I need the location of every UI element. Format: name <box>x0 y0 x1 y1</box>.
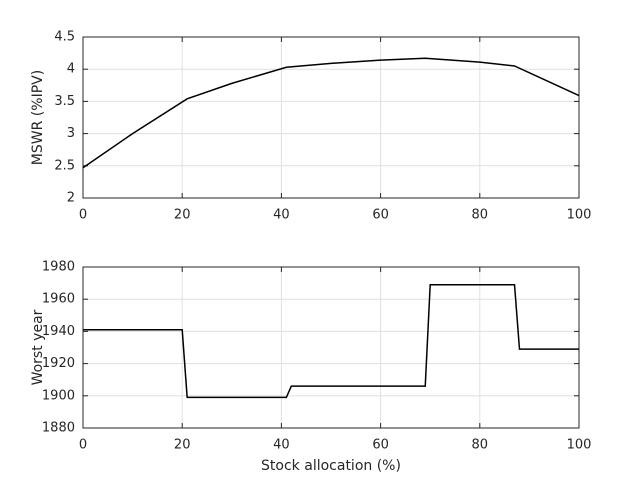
data-line <box>83 283 579 399</box>
x-tick-label: 100 <box>567 438 592 453</box>
x-tick-label: 60 <box>372 208 389 223</box>
x-tick-label: 0 <box>79 438 87 453</box>
plot-frame <box>82 36 580 199</box>
x-tick-label: 40 <box>273 438 290 453</box>
panel: 0 20 40 60 80 100 2 2.5 3 3.5 4 4.5 MSWR (%IPV) <box>30 30 591 223</box>
y-tick-label: 1960 <box>42 292 75 307</box>
y-tick-label: 1880 <box>42 421 75 436</box>
y-tick-label: 1980 <box>42 260 75 275</box>
x-tick-label: 100 <box>567 208 592 223</box>
x-tick-label: 40 <box>273 208 290 223</box>
x-tick-label: 60 <box>372 438 389 453</box>
y-tick-label: 1900 <box>42 388 75 403</box>
y-tick-label: 4 <box>67 62 75 77</box>
y-axis-label: Worst year <box>30 309 46 385</box>
x-tick-label: 80 <box>472 208 489 223</box>
y-axis-label: MSWR (%IPV) <box>30 70 46 165</box>
x-tick-label: 0 <box>79 208 87 223</box>
y-tick-label: 4.5 <box>54 30 75 45</box>
y-tick-label: 2 <box>67 191 75 206</box>
x-tick-label: 80 <box>472 438 489 453</box>
data-line <box>82 57 580 169</box>
plot-area <box>83 267 579 428</box>
plot-frame <box>82 266 580 429</box>
x-axis-label: Stock allocation (%) <box>261 458 401 474</box>
y-tick-label: 3.5 <box>54 94 75 109</box>
x-tick-label: 20 <box>174 208 191 223</box>
panel: 0 20 40 60 80 100 1880 1900 1920 1940 1960 1980 Wors… <box>30 260 591 475</box>
y-tick-label: 2.5 <box>54 158 75 173</box>
y-tick-label: 1920 <box>42 356 75 371</box>
y-tick-label: 3 <box>67 126 75 141</box>
x-tick-label: 20 <box>174 438 191 453</box>
y-tick-label: 1940 <box>42 324 75 339</box>
